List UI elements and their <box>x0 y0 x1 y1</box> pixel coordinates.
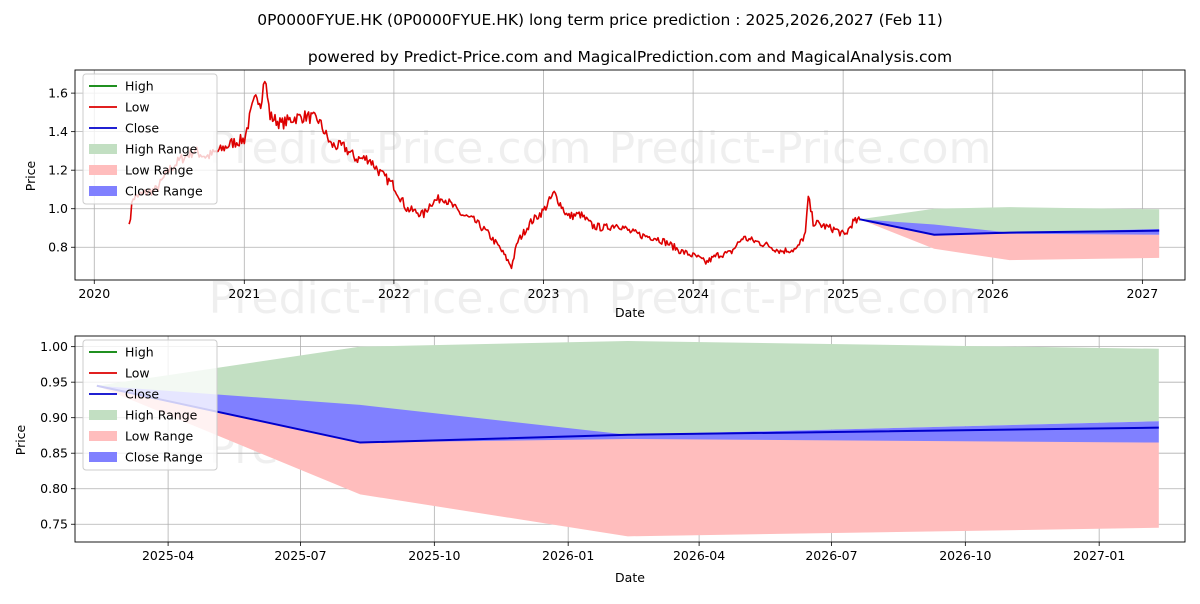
legend-low-range-swatch <box>89 165 117 175</box>
y-tick-label: 1.2 <box>48 163 68 178</box>
x-tick-label: 2021 <box>228 286 260 301</box>
low-range-band <box>96 385 1159 537</box>
x-tick-label: 2026-01 <box>542 548 594 563</box>
legend-low-range-label: Low Range <box>125 429 194 444</box>
legend-close-range-label: Close Range <box>125 184 203 199</box>
x-axis-label: Date <box>615 305 645 320</box>
legend-high-range-swatch <box>89 144 117 154</box>
x-tick-label: 2024 <box>677 286 709 301</box>
watermark-text: Predict-Price.com <box>609 273 992 324</box>
legend-low-range-swatch <box>89 431 117 441</box>
legend-close-range-swatch <box>89 452 117 462</box>
legend-high-label: High <box>125 79 154 94</box>
low-history-line <box>128 80 861 270</box>
legend-low-label: Low <box>125 366 150 381</box>
x-tick-label: 2027 <box>1126 286 1158 301</box>
y-tick-label: 0.90 <box>40 410 68 425</box>
legend-close-label: Close <box>125 121 159 136</box>
watermark-text: Predict-Price.com <box>209 123 592 174</box>
close-forecast-line <box>96 384 1159 444</box>
legend-low-range-label: Low Range <box>125 163 194 178</box>
x-tick-label: 2025-04 <box>142 548 194 563</box>
chart-title: 0P0000FYUE.HK (0P0000FYUE.HK) long term … <box>257 11 943 29</box>
plot-frame <box>74 69 1186 281</box>
y-tick-label: 0.75 <box>40 517 68 532</box>
legend-close-range-swatch <box>89 186 117 196</box>
x-tick-label: 2025-07 <box>274 548 326 563</box>
y-tick-label: 0.95 <box>40 375 68 390</box>
top-panel: Predict-Price.com Predict-Price.com Pred… <box>23 69 1186 324</box>
plot-frame <box>74 335 1186 543</box>
y-tick-label: 0.85 <box>40 446 68 461</box>
y-tick-label: 1.0 <box>48 201 68 216</box>
watermark-text: Predict-Price.com <box>209 273 592 324</box>
x-tick-label: 2023 <box>528 286 560 301</box>
x-axis-label: Date <box>615 570 645 585</box>
watermark-text: Predict-Price.com <box>609 123 992 174</box>
y-tick-label: 1.6 <box>48 86 68 101</box>
legend-close-label: Close <box>125 387 159 402</box>
bottom-panel: Predict-Price.com Predict-Price.com Date… <box>13 335 1186 585</box>
x-tick-label: 2027-01 <box>1073 548 1125 563</box>
close-forecast-line <box>859 218 1160 236</box>
y-axis-label: Price <box>23 160 38 191</box>
low-range-band <box>859 219 1160 261</box>
legend-close-range-label: Close Range <box>125 450 203 465</box>
close-range-band <box>96 385 1159 443</box>
x-tick-label: 2026-04 <box>673 548 725 563</box>
x-tick-label: 2025 <box>827 286 859 301</box>
y-tick-label: 1.00 <box>40 339 68 354</box>
y-tick-label: 1.4 <box>48 124 68 139</box>
x-tick-label: 2026-10 <box>939 548 991 563</box>
x-tick-label: 2022 <box>378 286 410 301</box>
x-tick-label: 2020 <box>78 286 110 301</box>
chart-subtitle: powered by Predict-Price.com and Magical… <box>308 48 952 66</box>
y-tick-label: 0.80 <box>40 481 68 496</box>
legend-high-range-swatch <box>89 410 117 420</box>
legend-low-label: Low <box>125 100 150 115</box>
x-tick-label: 2025-10 <box>408 548 460 563</box>
legend-high-range-label: High Range <box>125 408 198 423</box>
y-axis-label: Price <box>13 424 28 455</box>
x-tick-label: 2026 <box>977 286 1009 301</box>
x-tick-label: 2026-07 <box>805 548 857 563</box>
legend-high-label: High <box>125 345 154 360</box>
legend-high-range-label: High Range <box>125 142 198 157</box>
y-tick-label: 0.8 <box>48 240 68 255</box>
